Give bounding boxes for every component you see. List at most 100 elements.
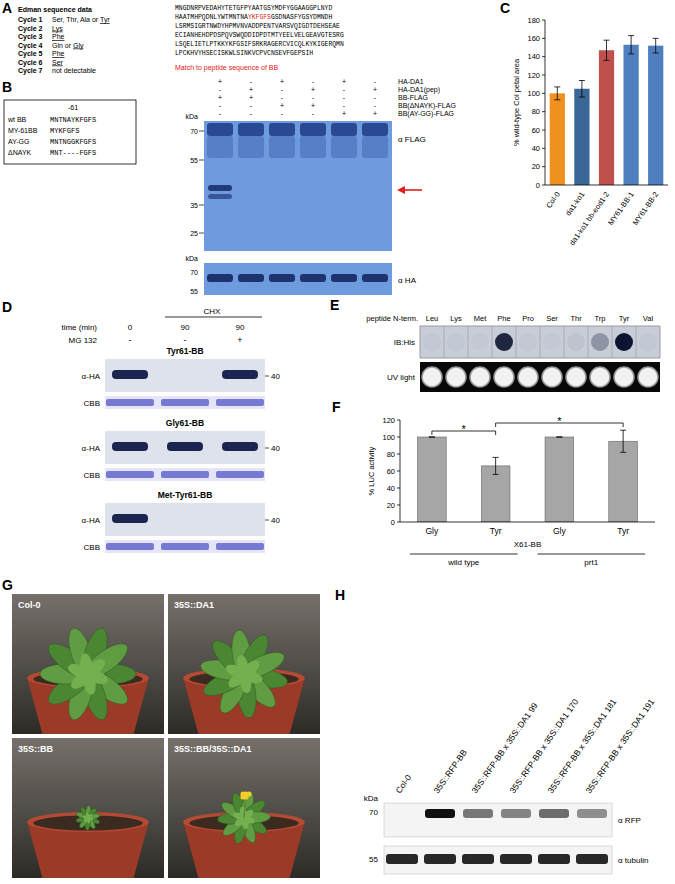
band (269, 274, 295, 282)
y-tick-label: 20 (532, 162, 540, 171)
residue: Ser (52, 59, 64, 66)
cycle-label: Cycle 6 (18, 59, 43, 67)
construct-name: MY-61BB (8, 127, 38, 134)
construct-seq: MNTNGGKFGFS (50, 138, 96, 146)
inset-box (4, 100, 136, 164)
smear (331, 136, 357, 158)
plant-photo (168, 738, 320, 878)
x-tick-label: Tyr (617, 526, 629, 536)
lane-label: Col-0 (393, 773, 413, 796)
y-tick-label: 0 (391, 518, 395, 527)
residue-options: Gln or (52, 42, 73, 49)
lane-label: 35S::RFP-BB x 35S::DA1 191 (583, 697, 656, 795)
panel-letter: E (330, 297, 339, 313)
sign: - (343, 86, 346, 93)
cell (420, 326, 444, 358)
marker: 40 (271, 444, 280, 453)
error-cap (429, 437, 435, 438)
cycle-label: Cycle 3 (18, 33, 43, 41)
construct-label: BB(ΔNAYK)-FLAG (398, 102, 456, 110)
band (425, 809, 455, 818)
y-tick (542, 20, 545, 21)
sign: - (250, 78, 253, 85)
blot-title: Met-Tyr61-BB (158, 490, 213, 500)
sequence: LPCKHVYHSECISKWLSINKVCPVCNSEVFGEPSIH (175, 50, 313, 57)
y-tick (397, 471, 400, 472)
loading-label: CBB (84, 471, 100, 480)
lane-label: 35S::RFP-BB (431, 747, 469, 795)
residue: Met (474, 314, 487, 323)
significance: * (557, 415, 562, 427)
bar (609, 441, 638, 522)
y-axis-label: % LUC activity (367, 446, 376, 495)
kda-label: kDa (186, 113, 199, 120)
sign: - (281, 94, 284, 101)
band (208, 194, 232, 199)
band (538, 854, 570, 864)
cycle-result: Ser, Thr, Ala or Tyr (52, 16, 110, 24)
blot-background (384, 846, 612, 874)
plot-area (418, 430, 638, 522)
marker-tick (265, 448, 269, 449)
cell (540, 326, 564, 358)
band (222, 442, 258, 451)
sequence-line: MNGDNRPVEDAHYTETGFPYAATGSYMDFYGGAAGGPLNY… (175, 5, 332, 12)
lane-label: 35S::RFP-BB x 35S::DA1 170 (507, 697, 580, 795)
note: Match to peptide sequence of BB (175, 64, 278, 72)
dot-blot (420, 326, 660, 358)
y-tick-label: 100 (382, 433, 395, 442)
band (386, 854, 418, 864)
error-cap (493, 457, 499, 458)
marker: 55 (190, 288, 198, 295)
bar (574, 89, 589, 185)
spot (519, 333, 537, 351)
band (238, 123, 264, 136)
band (331, 123, 357, 136)
loading-band (106, 471, 154, 478)
uv-spot (614, 367, 634, 387)
marker-tick (199, 160, 204, 161)
cycle-label: Cycle 1 (18, 16, 43, 24)
genotype: 35S::DA1 (174, 600, 214, 610)
residue: Tyr (100, 16, 110, 24)
construct-seq: MNT----FGFS (50, 149, 96, 157)
cell (636, 326, 660, 358)
significance: * (462, 423, 467, 435)
x-tick-label: da1-ko1 (564, 190, 587, 217)
cell (468, 326, 492, 358)
spot (543, 333, 561, 351)
group-line (537, 554, 645, 555)
sequence: LSQELIETLPTKKYKFGSIFSRKRAGERCVICQLKYKIGE… (175, 41, 344, 48)
error-bar (429, 437, 435, 438)
arrow (404, 189, 422, 191)
flower (243, 794, 248, 799)
bar (418, 437, 447, 522)
band (539, 809, 569, 818)
error-stem (623, 430, 624, 452)
row-label: MG 132 (69, 336, 98, 345)
sign: + (342, 78, 346, 85)
bar-chart: 020406080100120% LUC activityGlyTyrGlyTy… (367, 416, 655, 536)
sign: - (374, 78, 377, 85)
band (500, 854, 532, 864)
construct-seq: MYKFGFS (50, 127, 79, 135)
residue: Lys (52, 25, 63, 33)
blot-background (204, 121, 392, 251)
error-bar (493, 457, 499, 474)
band (222, 370, 258, 379)
marker-tick (199, 131, 204, 132)
error-cap (653, 38, 659, 39)
spot (591, 333, 609, 351)
y-tick-label: 20 (387, 501, 395, 510)
cycle-result: Ser (52, 59, 64, 66)
uv-spot (590, 367, 610, 387)
loading-band (216, 399, 264, 406)
sign: - (374, 94, 377, 101)
error-bar (628, 36, 634, 54)
antibody: α-HA (82, 516, 101, 525)
construct-name: AY-GG (8, 138, 29, 145)
plot-area (550, 36, 664, 185)
y-axis (545, 20, 546, 185)
residue: Tyr (619, 314, 630, 323)
blot-background (105, 431, 265, 464)
